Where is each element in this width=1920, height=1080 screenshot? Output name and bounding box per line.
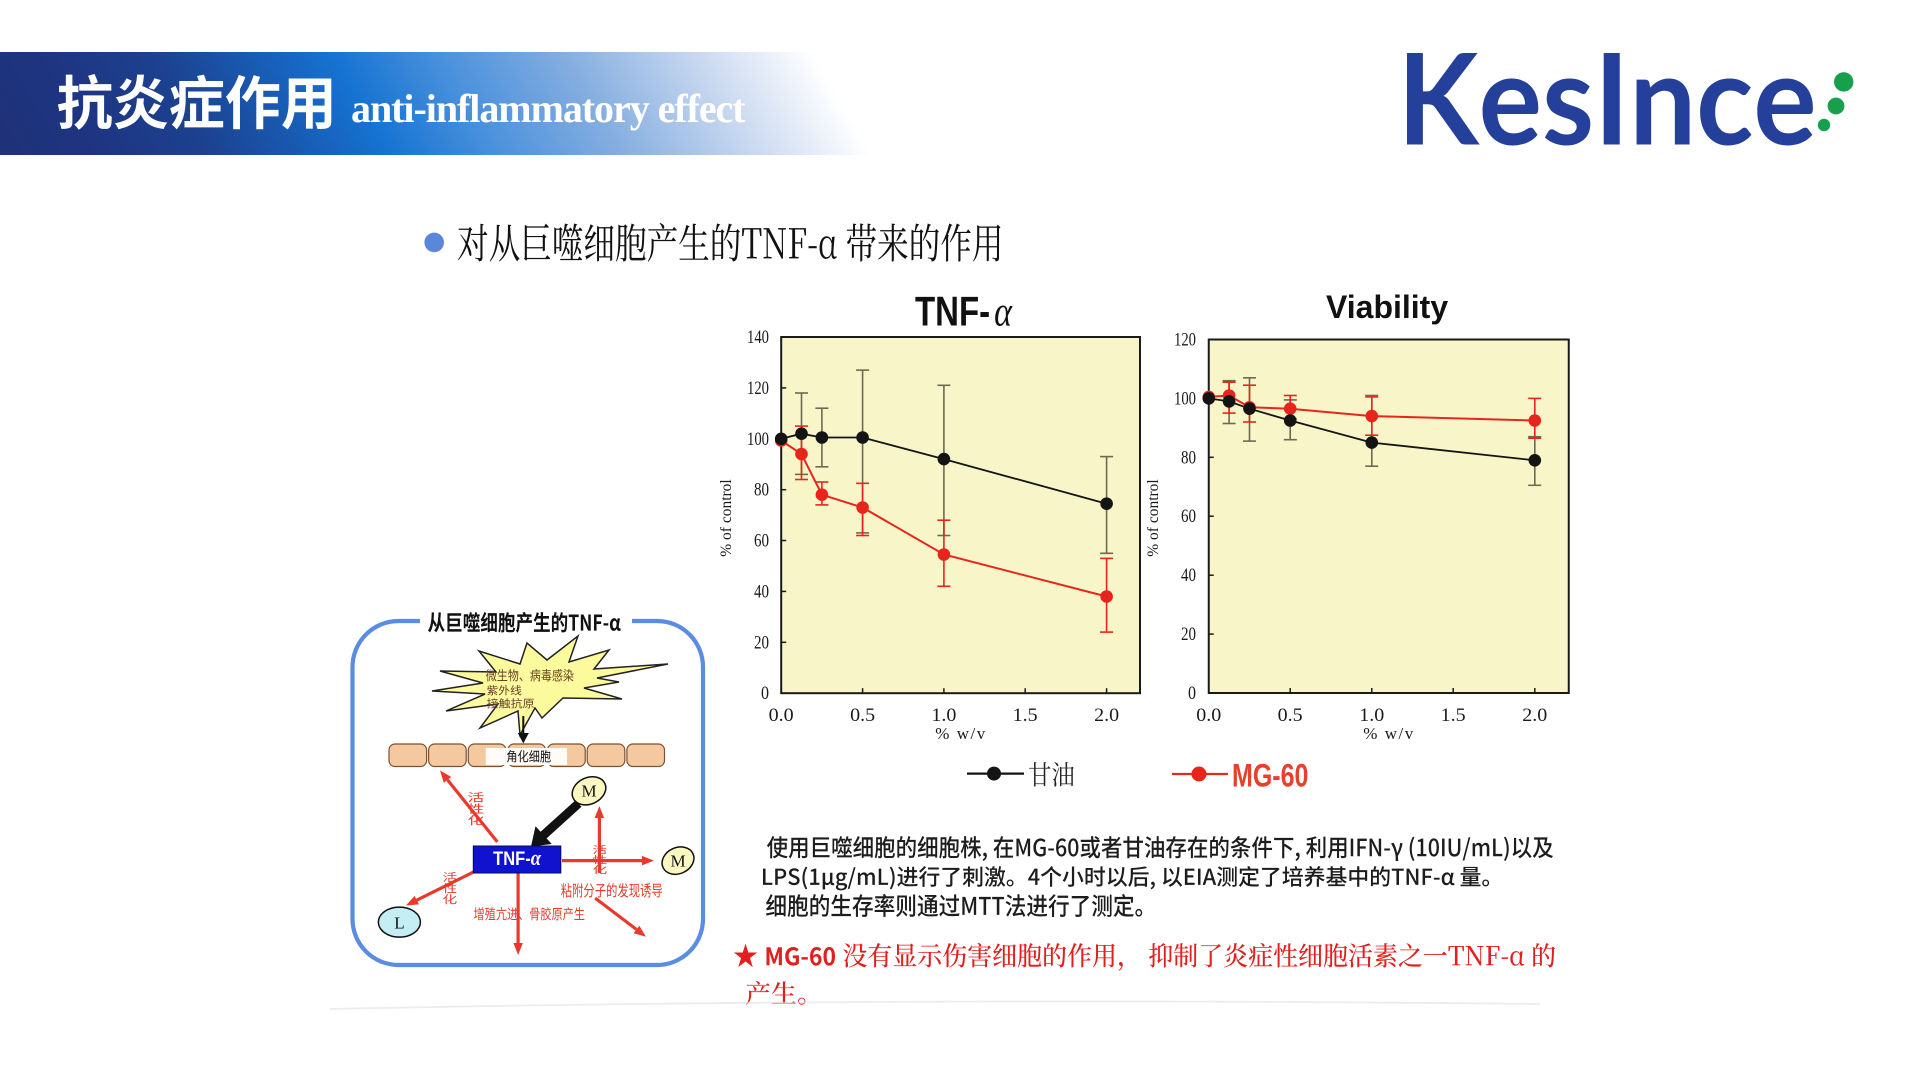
svg-text:0.5: 0.5 [1278, 706, 1303, 726]
svg-text:60: 60 [1181, 507, 1196, 527]
svg-text:1.5: 1.5 [1441, 706, 1466, 726]
svg-text:20: 20 [1181, 625, 1196, 645]
svg-text:120: 120 [747, 379, 769, 399]
svg-text:40: 40 [1181, 566, 1196, 586]
svg-text:% w/v: % w/v [935, 724, 986, 743]
svg-text:% of control: % of control [1145, 479, 1162, 556]
svg-text:2.0: 2.0 [1522, 706, 1547, 726]
svg-text:60: 60 [754, 532, 769, 552]
svg-text:0.0: 0.0 [1196, 706, 1221, 726]
svg-text:0: 0 [761, 684, 769, 704]
svg-text:% of control: % of control [718, 479, 735, 556]
svg-text:M: M [581, 782, 596, 801]
svg-text:0.0: 0.0 [769, 706, 794, 726]
svg-text:40: 40 [754, 582, 769, 602]
svg-text:L: L [394, 914, 404, 933]
svg-text:80: 80 [1181, 448, 1196, 468]
svg-text:% w/v: % w/v [1363, 724, 1414, 743]
svg-text:1.0: 1.0 [931, 706, 956, 726]
svg-text:100: 100 [1174, 389, 1196, 409]
svg-text:120: 120 [1174, 331, 1196, 351]
svg-text:80: 80 [754, 481, 769, 501]
svg-text:M: M [670, 852, 685, 871]
svg-text:100: 100 [747, 430, 769, 450]
svg-text:1.0: 1.0 [1359, 706, 1384, 726]
svg-text:20: 20 [754, 633, 769, 653]
svg-text:0.5: 0.5 [850, 706, 875, 726]
svg-text:0: 0 [1188, 684, 1196, 704]
svg-text:2.0: 2.0 [1094, 706, 1119, 726]
svg-text:1.5: 1.5 [1013, 706, 1038, 726]
svg-text:140: 140 [747, 328, 769, 348]
